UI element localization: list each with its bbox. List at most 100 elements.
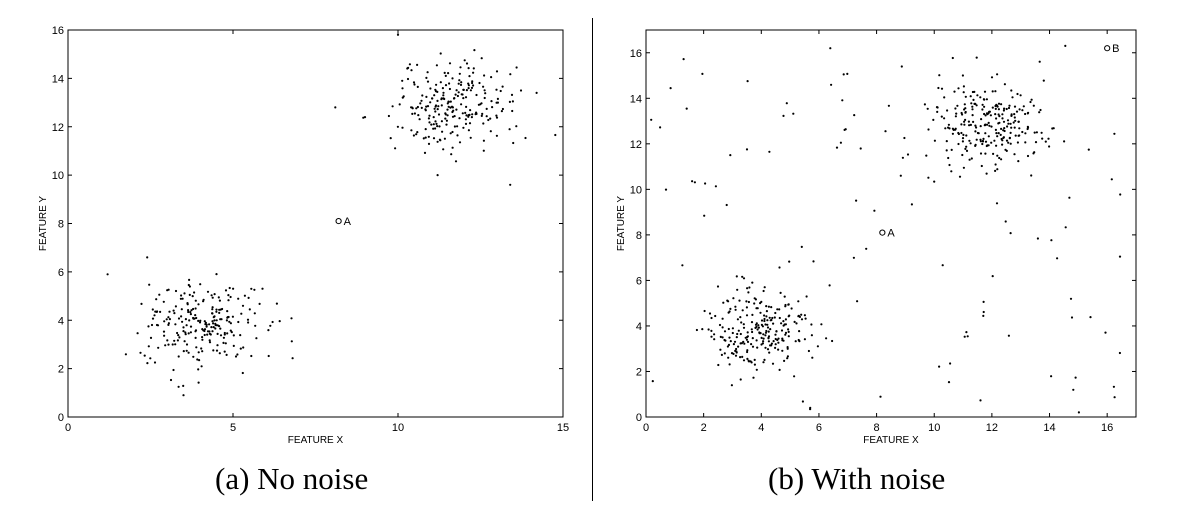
data-point <box>1013 153 1016 156</box>
data-point <box>1072 388 1075 391</box>
data-point <box>762 337 765 340</box>
data-point <box>189 325 193 328</box>
data-point <box>187 351 190 354</box>
data-point <box>438 138 441 141</box>
data-point <box>201 336 204 339</box>
data-point <box>1000 158 1003 161</box>
data-point <box>736 332 739 336</box>
data-point <box>770 318 773 322</box>
data-point <box>443 71 446 74</box>
data-point <box>810 334 813 337</box>
x-tick-label: 0 <box>65 422 71 434</box>
data-point <box>151 317 155 320</box>
data-point <box>955 112 958 115</box>
data-point <box>519 89 523 92</box>
data-point <box>184 333 187 336</box>
data-point <box>985 172 988 175</box>
data-point <box>816 345 819 348</box>
data-point <box>176 339 179 342</box>
data-point <box>843 128 846 131</box>
data-point <box>216 344 219 347</box>
data-point <box>933 139 936 142</box>
data-point <box>445 123 448 126</box>
data-point <box>508 128 511 131</box>
data-point <box>1119 193 1122 196</box>
data-point <box>1002 120 1006 123</box>
data-point <box>250 354 253 358</box>
data-point <box>839 141 842 144</box>
data-point <box>173 312 176 315</box>
data-point <box>1104 331 1107 334</box>
data-point <box>417 114 420 117</box>
data-point <box>428 121 431 124</box>
data-point <box>728 336 731 339</box>
data-point <box>432 137 436 140</box>
data-point <box>1032 104 1035 107</box>
data-point <box>1018 108 1021 111</box>
data-point <box>428 114 431 117</box>
data-point <box>231 315 234 318</box>
data-point <box>465 105 468 108</box>
data-point <box>211 330 214 333</box>
data-point <box>243 294 246 297</box>
data-point <box>1021 109 1024 112</box>
data-point <box>442 91 445 94</box>
data-point <box>996 154 999 157</box>
data-point <box>965 134 968 137</box>
data-point <box>420 106 423 109</box>
data-point <box>182 394 185 397</box>
data-point <box>199 319 202 322</box>
data-point <box>454 160 458 163</box>
data-point <box>787 315 790 318</box>
data-point <box>424 108 427 111</box>
data-point <box>765 310 768 313</box>
data-point <box>767 340 770 343</box>
data-point <box>742 340 745 343</box>
data-point <box>964 107 967 110</box>
data-point <box>981 108 984 111</box>
data-point <box>267 329 270 332</box>
data-point <box>182 350 185 353</box>
data-point <box>999 133 1002 136</box>
data-point <box>394 147 397 150</box>
y-tick-label: 2 <box>636 366 642 378</box>
data-point <box>195 316 198 320</box>
data-point <box>467 87 470 90</box>
data-point <box>997 102 1001 105</box>
data-point <box>146 256 149 259</box>
data-point <box>1009 232 1012 235</box>
data-point <box>716 285 720 288</box>
data-point <box>855 199 858 202</box>
data-point <box>241 304 245 307</box>
data-point <box>168 310 171 313</box>
data-point <box>247 296 250 299</box>
data-point <box>764 331 768 334</box>
data-point <box>471 80 474 83</box>
data-point <box>995 103 998 106</box>
data-point <box>786 357 789 360</box>
data-point <box>956 104 959 107</box>
data-point <box>508 100 511 103</box>
data-point <box>1013 116 1016 119</box>
data-point <box>1035 131 1038 134</box>
data-point <box>151 308 154 311</box>
data-point <box>489 130 492 133</box>
data-point <box>228 320 231 323</box>
x-tick-label: 8 <box>874 422 880 434</box>
data-point <box>989 114 992 117</box>
data-point <box>205 323 208 326</box>
data-point <box>784 333 787 336</box>
data-point <box>1013 126 1016 129</box>
data-point <box>727 327 730 331</box>
data-point <box>932 118 935 121</box>
data-point <box>787 335 790 338</box>
data-point <box>727 300 730 303</box>
data-point <box>155 310 158 313</box>
data-point <box>1039 108 1042 112</box>
data-point <box>762 289 765 293</box>
data-point <box>436 125 439 128</box>
data-point <box>418 118 421 121</box>
data-point <box>751 281 754 284</box>
data-point <box>795 322 798 325</box>
data-point <box>1030 174 1033 177</box>
